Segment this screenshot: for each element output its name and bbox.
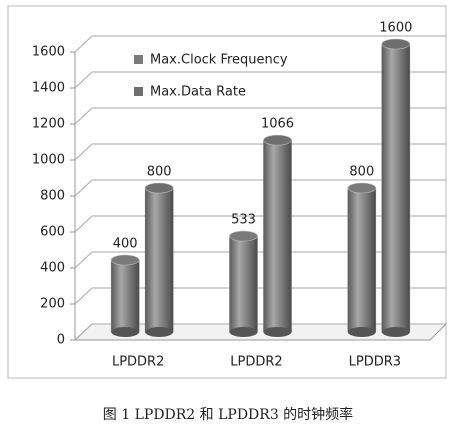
legend-label: Max.Data Rate	[150, 85, 246, 100]
chart-frame	[7, 5, 447, 379]
value-label: 1066	[261, 117, 294, 132]
grid-line	[74, 71, 93, 89]
x-tick-label: LPDDR2	[230, 355, 282, 370]
y-tick-label: 800	[40, 189, 65, 204]
bar-base	[263, 327, 292, 337]
bar-base	[381, 327, 410, 337]
grid-line	[74, 287, 93, 305]
grid-line	[74, 143, 93, 161]
y-tick-label: 200	[40, 297, 65, 312]
y-tick-label: 600	[40, 225, 65, 240]
bar-cap	[229, 230, 258, 242]
y-tick-label: 1000	[32, 153, 65, 168]
grid-line	[74, 251, 93, 269]
bar-base	[145, 327, 174, 337]
bar	[229, 235, 258, 333]
value-label: 800	[147, 165, 172, 180]
grid-line	[74, 107, 93, 125]
y-tick-label: 1200	[32, 117, 65, 132]
bar-cap	[110, 254, 140, 266]
grid-line	[74, 179, 93, 197]
grid-line	[74, 35, 93, 53]
x-tick-label: LPDDR3	[349, 355, 401, 370]
bar-base	[111, 327, 140, 337]
bar	[381, 43, 411, 333]
bar-cap	[144, 182, 174, 194]
bar-cap	[347, 182, 377, 194]
legend-label: Max.Clock Frequency	[150, 53, 288, 68]
bar-base	[347, 327, 376, 337]
caption: 图 1 LPDDR2 和 LPDDR3 的时钟频率	[103, 406, 353, 423]
bar	[347, 187, 377, 333]
y-tick-label: 400	[40, 261, 65, 276]
value-label: 1600	[379, 21, 412, 36]
grid-line	[74, 323, 93, 341]
bar	[110, 259, 140, 333]
bar-cap	[381, 38, 411, 50]
y-tick-label: 0	[57, 333, 65, 348]
bar	[144, 187, 174, 333]
grid-line	[74, 215, 93, 233]
bar-cap	[263, 134, 292, 146]
y-tick-label: 1400	[32, 81, 65, 96]
legend-swatch	[134, 87, 143, 96]
legend-swatch	[134, 55, 143, 64]
bar	[263, 139, 292, 333]
value-label: 400	[113, 237, 138, 252]
bar-base	[229, 327, 258, 337]
y-tick-label: 1600	[32, 45, 65, 60]
x-tick-label: LPDDR2	[112, 355, 164, 370]
value-label: 533	[231, 213, 256, 228]
value-label: 800	[349, 165, 374, 180]
